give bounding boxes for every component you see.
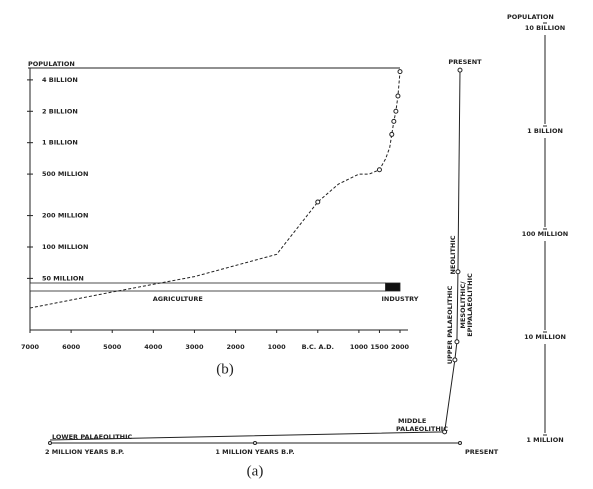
caption: (b)	[216, 361, 234, 377]
tick	[458, 441, 462, 445]
annotation: MESOLITHIC/	[459, 281, 467, 329]
y-axis-label: POPULATION	[507, 13, 554, 21]
line	[29, 71, 401, 309]
y-tick-label: 1 BILLION	[527, 127, 563, 135]
annotation: PRESENT	[448, 58, 482, 66]
x-tick-label: PRESENT	[465, 448, 499, 456]
point	[376, 167, 382, 173]
point	[397, 69, 403, 75]
x-tick-label: 7000	[21, 343, 40, 351]
y-tick-label: 2 BILLION	[42, 107, 78, 115]
point	[454, 339, 460, 345]
x-tick-label: 1000	[350, 343, 369, 351]
tick	[48, 441, 52, 445]
x-tick-label: 2000	[391, 343, 410, 351]
point	[395, 93, 401, 99]
point	[393, 108, 399, 114]
point	[457, 67, 463, 73]
y-tick-label: 4 BILLION	[42, 76, 78, 84]
y-tick-label: 500 MILLION	[42, 170, 88, 178]
x-tick-label: 4000	[144, 343, 163, 351]
point	[389, 131, 395, 137]
x-tick-label: 2000	[227, 343, 246, 351]
y-tick-label: 100 MILLION	[42, 243, 88, 251]
x-tick-label: 1500	[370, 343, 389, 351]
annotation: NEOLITHIC	[449, 235, 457, 274]
annotation: LOWER PALAEOLITHIC	[52, 433, 133, 441]
y-tick-label: 10 BILLION	[525, 24, 565, 32]
y-tick-label: 50 MILLION	[42, 274, 84, 282]
y-tick-label: 1 BILLION	[42, 139, 78, 147]
annotation: EPIPALAEOLITHIC	[466, 273, 474, 337]
point	[315, 199, 321, 205]
band	[29, 282, 387, 292]
y-axis-label: POPULATION	[28, 60, 75, 68]
point	[455, 269, 461, 275]
annotation: UPPER PALAEOLITHIC	[446, 286, 454, 365]
tick	[253, 441, 257, 445]
annotation: MIDDLE	[398, 417, 426, 425]
point	[391, 118, 397, 124]
annotation: PALAEOLITHIC	[396, 425, 448, 433]
y-tick-label: 1 MILLION	[526, 436, 563, 444]
x-tick-label: B.C. A.D.	[302, 343, 334, 351]
caption: (a)	[247, 463, 264, 479]
point	[452, 357, 458, 363]
band-label: INDUSTRY	[381, 295, 418, 303]
x-tick-label: 6000	[62, 343, 81, 351]
band-label: AGRICULTURE	[153, 295, 203, 303]
y-tick-label: 100 MILLION	[522, 230, 568, 238]
point	[442, 429, 448, 435]
y-tick-label: 10 MILLION	[524, 333, 566, 341]
x-tick-label: 2 MILLION YEARS B.P.	[45, 448, 124, 456]
x-tick-label: 5000	[103, 343, 122, 351]
line	[49, 70, 461, 441]
x-tick-label: 1000	[268, 343, 287, 351]
x-tick-label: 3000	[185, 343, 204, 351]
band	[385, 282, 401, 292]
x-tick-label: 1 MILLION YEARS B.P.	[215, 448, 294, 456]
y-tick-label: 200 MILLION	[42, 212, 88, 220]
